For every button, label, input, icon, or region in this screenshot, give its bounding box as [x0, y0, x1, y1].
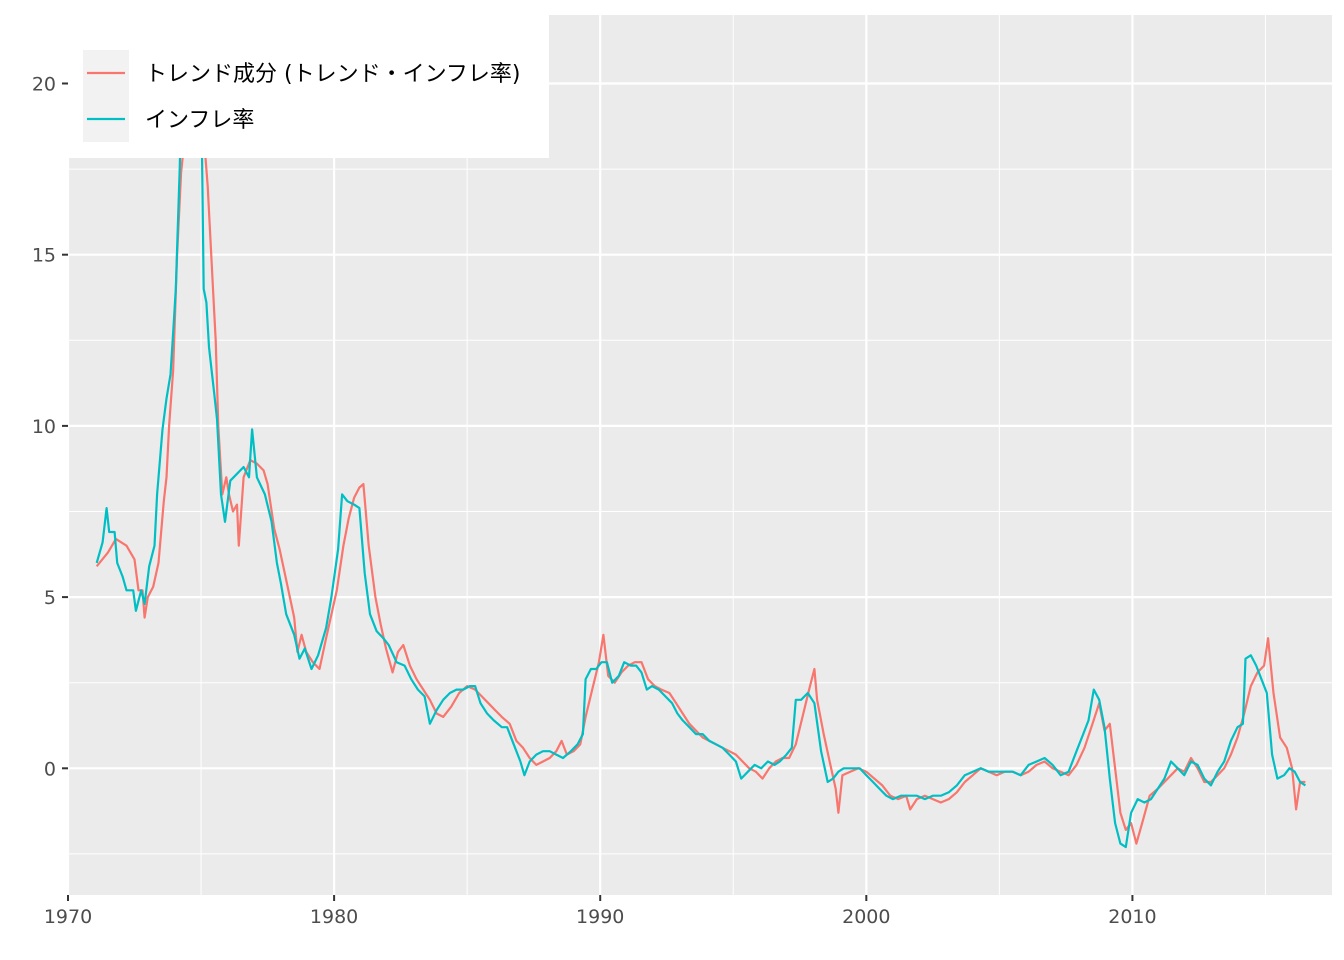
minor-gridlines [68, 15, 1332, 895]
y-tick-label-0: 0 [44, 758, 56, 780]
series-inflation-line [95, 15, 1306, 849]
y-tick-label-2: 10 [32, 416, 56, 438]
y-tick-label-3: 15 [32, 245, 56, 267]
series-lines [95, 15, 1306, 849]
y-axis: 0 5 10 15 20 [32, 73, 68, 780]
x-tick-label-3: 2000 [842, 906, 890, 928]
x-tick-label-1: 1980 [310, 906, 358, 928]
y-tick-label-4: 20 [32, 73, 56, 95]
x-tick-label-0: 1970 [44, 906, 92, 928]
x-tick-label-4: 2010 [1108, 906, 1156, 928]
legend-label-trend: トレンド成分 (トレンド・インフレ率) [145, 62, 521, 87]
legend-label-inflation: インフレ率 [145, 108, 254, 133]
major-gridlines [66, 15, 1332, 895]
legend: トレンド成分 (トレンド・インフレ率) インフレ率 [68, 15, 549, 158]
x-tick-label-2: 1990 [576, 906, 624, 928]
x-axis: 1970 1980 1990 2000 2010 [44, 895, 1157, 928]
y-tick-label-1: 5 [44, 587, 56, 609]
legend-background [68, 15, 549, 158]
plot-panel [68, 15, 1332, 895]
